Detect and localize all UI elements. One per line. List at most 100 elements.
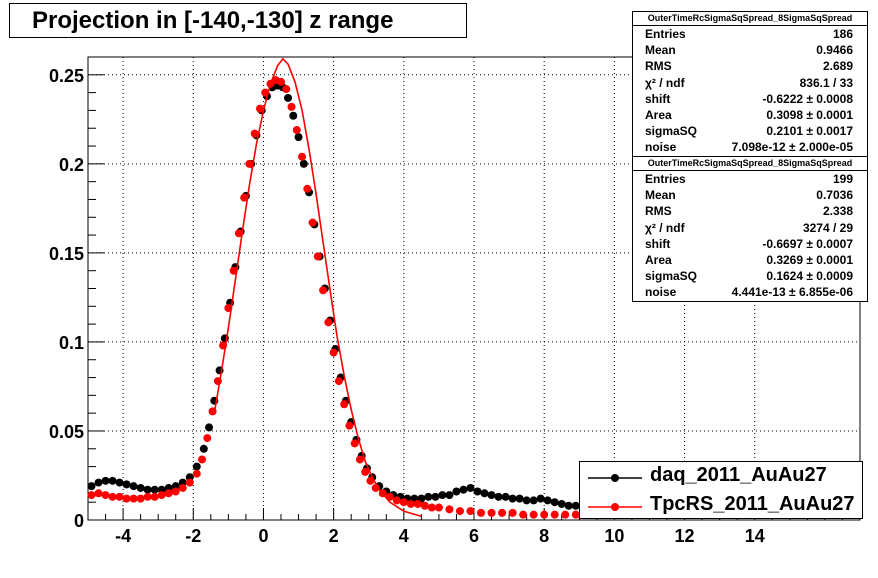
x-tick-label: 8	[539, 526, 549, 546]
y-tick-label: 0.2	[59, 155, 84, 175]
data-point-daq	[129, 482, 138, 491]
data-point-tpcrs	[108, 492, 117, 501]
data-point-tpcrs	[303, 184, 312, 193]
stats-row: sigmaSQ 0.1624 ± 0.0009	[633, 268, 867, 284]
data-point-tpcrs	[255, 104, 264, 113]
stats-label: χ² / ndf	[645, 75, 685, 90]
data-point-tpcrs	[529, 510, 538, 519]
data-point-daq	[192, 462, 201, 471]
x-tick-label: -4	[115, 526, 131, 546]
stats-header: OuterTimeRcSigmaSqSpread_8SigmaSqSpread	[633, 12, 867, 26]
data-point-tpcrs	[313, 252, 322, 261]
data-point-tpcrs	[178, 483, 187, 492]
data-point-tpcrs	[340, 400, 349, 409]
data-point-tpcrs	[561, 510, 570, 519]
stats-label: noise	[645, 140, 677, 155]
data-point-daq	[466, 483, 475, 492]
stats-value: 0.1624 ± 0.0009	[766, 269, 853, 284]
data-point-daq	[87, 482, 96, 491]
y-tick-label: 0.05	[49, 422, 84, 442]
data-point-daq	[459, 485, 468, 494]
x-tick-label: 10	[604, 526, 624, 546]
data-point-daq	[501, 492, 510, 501]
data-point-tpcrs	[345, 421, 354, 430]
data-point-daq	[115, 478, 124, 487]
data-point-tpcrs	[540, 510, 549, 519]
data-point-tpcrs	[324, 318, 333, 327]
stats-label: sigmaSQ	[645, 269, 698, 284]
legend-item-daq: daq_2011_AuAu27	[580, 462, 862, 491]
stats-label: RMS	[645, 59, 672, 74]
data-point-tpcrs	[292, 126, 301, 135]
data-point-tpcrs	[245, 159, 254, 168]
data-point-tpcrs	[466, 507, 475, 516]
data-point-tpcrs	[143, 492, 152, 501]
data-point-daq	[543, 496, 552, 505]
data-point-daq	[199, 444, 208, 453]
data-point-daq	[150, 485, 159, 494]
stats-row: Area 0.3269 ± 0.0001	[633, 252, 867, 268]
data-point-daq	[205, 423, 214, 432]
stats-row: RMS 2.689	[633, 58, 867, 74]
stats-row: Mean 0.9466	[633, 42, 867, 58]
data-point-tpcrs	[282, 85, 291, 94]
stats-value: 4.441e-13 ± 6.855e-06	[731, 285, 853, 300]
data-point-tpcrs	[122, 494, 131, 503]
data-point-tpcrs	[277, 77, 285, 86]
stats-row: χ² / ndf 836.1 / 33	[633, 75, 867, 91]
data-point-tpcrs	[445, 505, 454, 514]
data-point-tpcrs	[192, 469, 201, 478]
data-point-daq	[445, 491, 454, 500]
x-tick-label: 12	[675, 526, 695, 546]
data-point-tpcrs	[87, 491, 96, 500]
stats-value: -0.6697 ± 0.0007	[762, 236, 853, 251]
stats-row: Entries 199	[633, 171, 867, 187]
data-point-tpcrs	[519, 510, 528, 519]
stats-row: RMS 2.338	[633, 203, 867, 219]
data-point-tpcrs	[361, 467, 370, 476]
stats-value: 0.2101 ± 0.0017	[766, 124, 853, 139]
data-point-tpcrs	[287, 102, 296, 111]
stats-row: noise 4.441e-13 ± 6.855e-06	[633, 284, 867, 300]
fit-curve	[213, 57, 422, 518]
data-point-tpcrs	[157, 491, 166, 500]
data-point-daq	[473, 487, 482, 496]
data-point-tpcrs	[234, 229, 243, 238]
stats-label: Area	[645, 107, 672, 122]
data-point-tpcrs	[508, 508, 517, 517]
data-point-daq	[424, 492, 433, 501]
data-point-tpcrs	[150, 492, 159, 501]
data-point-daq	[480, 489, 489, 498]
x-tick-label: 2	[329, 526, 339, 546]
x-tick-label: 0	[258, 526, 268, 546]
x-tick-label: 14	[745, 526, 765, 546]
stats-value: 0.9466	[816, 43, 853, 58]
data-point-daq	[94, 478, 103, 487]
data-point-tpcrs	[498, 508, 507, 517]
stats-row: χ² / ndf 3274 / 29	[633, 220, 867, 236]
data-point-tpcrs	[101, 491, 110, 500]
stats-label: Mean	[645, 188, 676, 203]
data-point-tpcrs	[406, 499, 415, 508]
data-point-tpcrs	[329, 348, 338, 357]
stats-value: 7.098e-12 ± 2.000e-05	[731, 140, 853, 155]
data-point-tpcrs	[420, 501, 429, 510]
data-point-tpcrs	[434, 503, 443, 512]
data-point-daq	[557, 499, 566, 508]
data-point-tpcrs	[198, 455, 207, 464]
data-point-tpcrs	[427, 503, 436, 512]
data-point-daq	[289, 111, 298, 120]
stats-label: noise	[645, 285, 677, 300]
data-point-tpcrs	[298, 152, 307, 161]
stats-label: Entries	[645, 27, 686, 41]
data-point-daq	[571, 501, 580, 510]
data-point-daq	[438, 491, 447, 500]
stats-label: Area	[645, 252, 672, 267]
data-point-tpcrs	[185, 478, 194, 487]
data-point-daq	[136, 483, 145, 492]
data-point-daq	[529, 496, 538, 505]
stats-row: Mean 0.7036	[633, 187, 867, 203]
data-point-tpcrs	[94, 489, 103, 498]
data-point-tpcrs	[319, 286, 328, 295]
data-point-tpcrs	[399, 498, 408, 507]
